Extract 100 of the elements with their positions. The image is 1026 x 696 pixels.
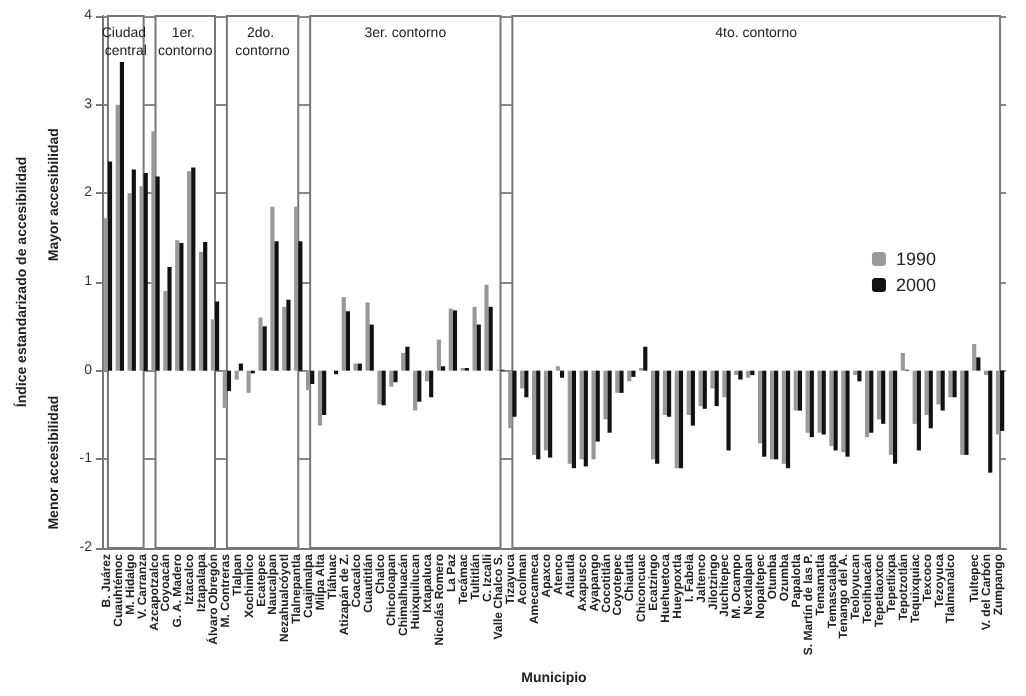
bar <box>627 370 632 382</box>
bar <box>936 370 941 405</box>
bar <box>215 301 220 371</box>
bar <box>678 370 684 469</box>
bar <box>413 370 418 411</box>
bar <box>995 370 1001 435</box>
bar <box>258 317 263 371</box>
bar <box>115 104 120 371</box>
bar <box>294 206 299 371</box>
bar <box>865 370 870 438</box>
bar <box>583 370 588 467</box>
legend-label: 1990 <box>895 249 937 269</box>
bar <box>988 370 993 473</box>
bar <box>298 241 303 371</box>
bar <box>436 339 441 371</box>
bar <box>797 370 803 411</box>
bar <box>401 352 406 371</box>
bar <box>972 344 977 371</box>
bar <box>857 370 862 382</box>
bar <box>405 346 410 371</box>
bar <box>488 306 493 371</box>
bar <box>924 370 929 415</box>
bar <box>607 370 612 433</box>
bar <box>163 290 168 371</box>
bar <box>785 370 791 469</box>
bar <box>571 370 577 469</box>
bar <box>690 370 695 426</box>
bar <box>726 370 731 451</box>
bar <box>809 370 814 438</box>
bar <box>310 370 315 384</box>
bar <box>282 306 287 371</box>
bar <box>1000 370 1005 431</box>
bar <box>484 284 489 371</box>
bar <box>643 346 648 371</box>
bar <box>757 370 763 444</box>
bar <box>151 131 156 371</box>
bar <box>976 357 981 371</box>
bar <box>603 370 608 420</box>
bar <box>869 370 874 433</box>
bar <box>424 370 430 382</box>
bar <box>369 324 374 371</box>
bar <box>103 218 108 371</box>
bar <box>912 370 917 424</box>
bar <box>531 370 537 455</box>
bar <box>650 370 656 460</box>
bar <box>881 370 886 424</box>
bar <box>155 176 160 371</box>
bar <box>579 370 584 460</box>
bar <box>417 370 422 402</box>
bar <box>893 370 898 464</box>
bar <box>167 266 172 371</box>
bar <box>198 251 204 371</box>
bar <box>246 370 251 393</box>
bar <box>781 370 786 464</box>
legend-label: 2000 <box>895 275 937 295</box>
bar <box>270 206 275 371</box>
bar <box>631 370 636 377</box>
bar <box>203 242 208 371</box>
bar <box>774 370 779 460</box>
bar <box>520 370 525 389</box>
bar <box>234 370 239 380</box>
bar <box>143 172 148 371</box>
bar <box>286 299 291 371</box>
bar <box>429 370 434 398</box>
bar <box>127 193 132 371</box>
bar <box>210 319 215 371</box>
bar <box>567 370 572 464</box>
bar <box>940 370 945 411</box>
bar <box>762 370 767 457</box>
bar <box>222 370 227 408</box>
bar <box>119 62 125 371</box>
bar <box>548 370 553 458</box>
bar <box>322 370 327 415</box>
bar <box>769 370 775 460</box>
bar <box>524 370 529 398</box>
bar <box>714 370 719 407</box>
bar <box>591 370 596 460</box>
bar <box>139 186 144 371</box>
bar <box>476 324 481 371</box>
bar <box>916 370 921 451</box>
bar <box>512 370 517 417</box>
bar <box>262 326 267 371</box>
bar <box>131 169 136 371</box>
bar <box>472 306 477 371</box>
bar <box>226 370 232 392</box>
bar <box>928 370 933 429</box>
bar <box>107 161 113 371</box>
bar <box>667 370 672 417</box>
bar <box>508 370 513 429</box>
bar <box>317 370 323 426</box>
bar <box>710 370 715 389</box>
bar <box>674 370 679 469</box>
bar <box>452 310 458 371</box>
bar <box>876 370 882 420</box>
bar <box>341 297 346 371</box>
bar <box>559 370 565 378</box>
bar <box>655 370 660 464</box>
bar <box>595 370 600 442</box>
bar <box>888 370 893 455</box>
bar <box>448 308 453 371</box>
